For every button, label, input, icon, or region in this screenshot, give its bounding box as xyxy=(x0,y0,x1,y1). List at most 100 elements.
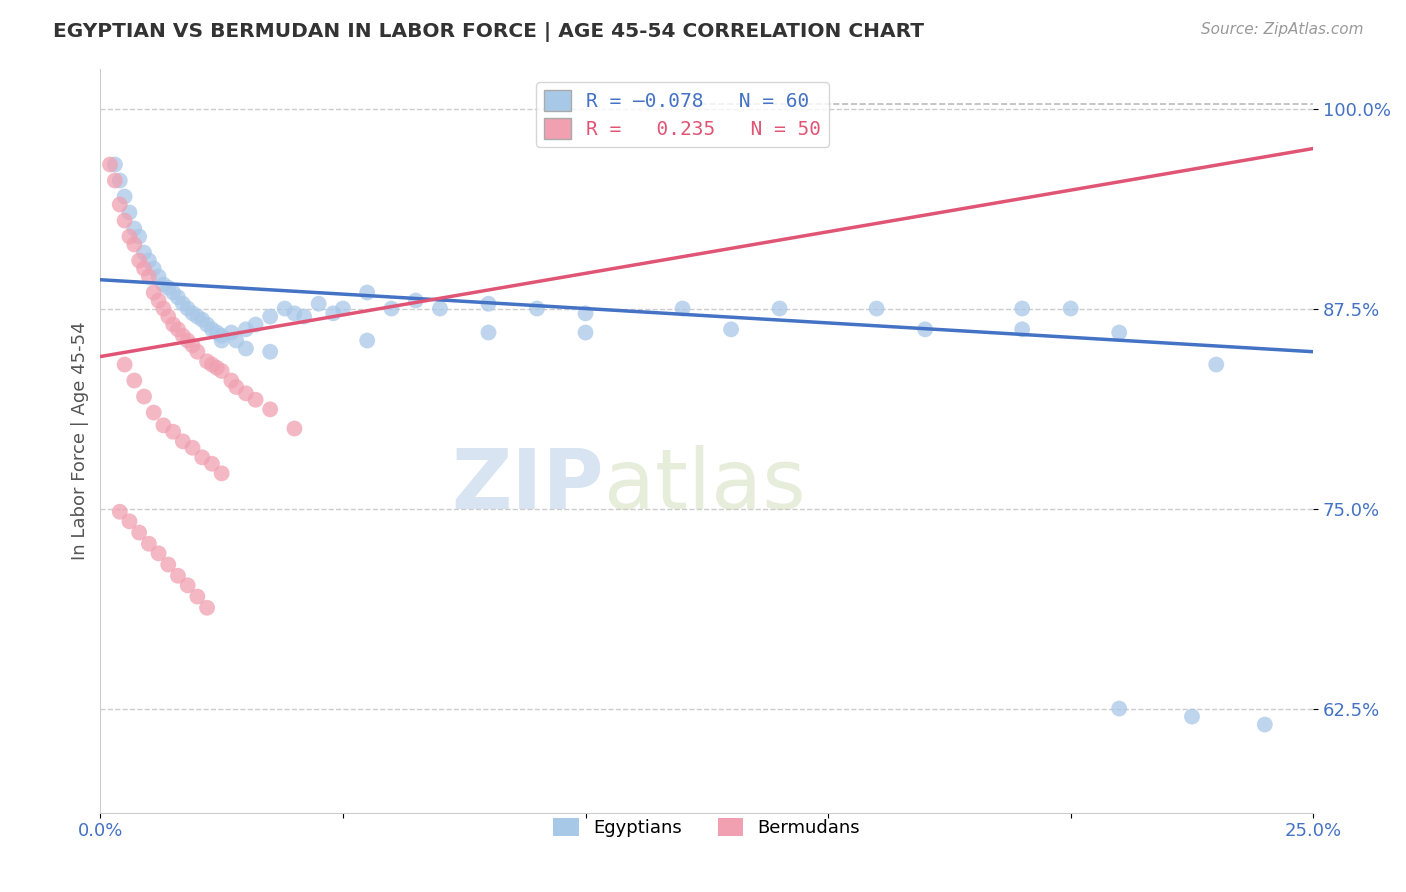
Point xyxy=(574,306,596,320)
Point xyxy=(108,197,131,211)
Point xyxy=(245,318,267,332)
Point xyxy=(201,322,224,336)
Point xyxy=(176,301,198,316)
Point xyxy=(221,326,243,340)
Point xyxy=(152,301,174,316)
Point xyxy=(152,277,174,292)
Point xyxy=(671,301,693,316)
Point xyxy=(157,281,180,295)
Point xyxy=(1181,709,1204,723)
Point xyxy=(865,301,887,316)
Point xyxy=(132,261,155,276)
Point xyxy=(332,301,354,316)
Point xyxy=(245,392,267,407)
Point xyxy=(157,310,180,324)
Point xyxy=(1060,301,1083,316)
Point xyxy=(356,334,378,348)
Point xyxy=(138,537,160,551)
Point xyxy=(142,261,165,276)
Point xyxy=(132,245,155,260)
Point xyxy=(176,578,198,592)
Point xyxy=(104,157,127,171)
Point xyxy=(128,229,150,244)
Text: EGYPTIAN VS BERMUDAN IN LABOR FORCE | AGE 45-54 CORRELATION CHART: EGYPTIAN VS BERMUDAN IN LABOR FORCE | AG… xyxy=(53,22,924,42)
Point xyxy=(128,253,150,268)
Point xyxy=(221,374,243,388)
Point xyxy=(114,189,136,203)
Point xyxy=(477,297,499,311)
Point xyxy=(148,293,170,308)
Point xyxy=(118,514,141,528)
Point xyxy=(380,301,402,316)
Point xyxy=(720,322,742,336)
Point xyxy=(162,425,184,439)
Point xyxy=(118,205,141,219)
Point xyxy=(201,358,224,372)
Point xyxy=(322,306,344,320)
Point xyxy=(356,285,378,300)
Point xyxy=(1011,301,1033,316)
Point xyxy=(1205,358,1227,372)
Point xyxy=(138,253,160,268)
Point xyxy=(235,322,257,336)
Point xyxy=(142,285,165,300)
Point xyxy=(124,374,146,388)
Point xyxy=(211,364,233,378)
Point xyxy=(172,328,194,343)
Point xyxy=(162,285,184,300)
Point xyxy=(132,390,155,404)
Point xyxy=(104,173,127,187)
Point xyxy=(108,505,131,519)
Point xyxy=(186,310,208,324)
Point xyxy=(211,467,233,481)
Point xyxy=(429,301,451,316)
Point xyxy=(186,590,208,604)
Point xyxy=(148,546,170,560)
Point xyxy=(211,334,233,348)
Point xyxy=(292,310,315,324)
Point xyxy=(191,450,214,465)
Point xyxy=(181,338,204,352)
Y-axis label: In Labor Force | Age 45-54: In Labor Force | Age 45-54 xyxy=(72,321,89,560)
Point xyxy=(176,334,198,348)
Point xyxy=(195,354,218,368)
Point xyxy=(195,600,218,615)
Point xyxy=(768,301,790,316)
Point xyxy=(114,358,136,372)
Point xyxy=(181,306,204,320)
Point xyxy=(405,293,427,308)
Point xyxy=(124,221,146,235)
Point xyxy=(152,418,174,433)
Point xyxy=(283,421,305,435)
Point xyxy=(148,269,170,284)
Point xyxy=(172,434,194,449)
Point xyxy=(259,402,281,417)
Point xyxy=(526,301,548,316)
Point xyxy=(259,310,281,324)
Point xyxy=(1254,717,1277,731)
Point xyxy=(118,229,141,244)
Point xyxy=(235,342,257,356)
Point xyxy=(167,568,190,582)
Point xyxy=(235,386,257,401)
Point xyxy=(128,525,150,540)
Point xyxy=(195,318,218,332)
Point xyxy=(205,326,228,340)
Point xyxy=(186,344,208,359)
Text: ZIP: ZIP xyxy=(451,445,603,525)
Point xyxy=(167,290,190,304)
Point xyxy=(1108,701,1130,715)
Point xyxy=(308,297,330,311)
Text: atlas: atlas xyxy=(603,445,806,525)
Text: Source: ZipAtlas.com: Source: ZipAtlas.com xyxy=(1201,22,1364,37)
Point xyxy=(191,312,214,326)
Point xyxy=(225,334,247,348)
Point xyxy=(172,297,194,311)
Point xyxy=(225,380,247,394)
Point xyxy=(181,441,204,455)
Point xyxy=(477,326,499,340)
Point xyxy=(114,213,136,227)
Point xyxy=(157,558,180,572)
Point xyxy=(138,269,160,284)
Point xyxy=(259,344,281,359)
